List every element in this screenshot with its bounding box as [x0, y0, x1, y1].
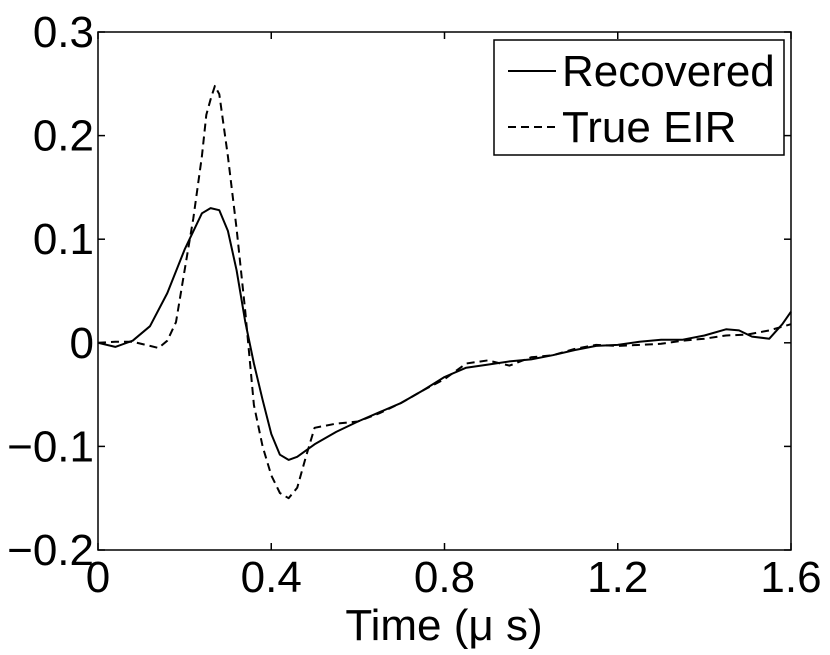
x-tick-label: 1.6 [760, 553, 821, 602]
legend-box [493, 39, 785, 156]
y-tick-label: 0.2 [33, 112, 94, 161]
x-tick-label: 1.2 [587, 553, 648, 602]
y-tick-label: −0.2 [7, 526, 94, 575]
axis-ticks [97, 31, 792, 551]
y-tick-label: 0.3 [33, 8, 94, 57]
x-tick-label: 0.8 [414, 553, 475, 602]
legend-label-true-eir: True EIR [562, 103, 736, 152]
axis-tick-labels: 0 0.4 0.8 1.2 1.6 −0.2 −0.1 0 0.1 0.2 0.3 [7, 8, 821, 602]
x-axis-label: Time (μ s) [345, 601, 542, 650]
series-layer [97, 84, 792, 500]
legend: Recovered True EIR [493, 39, 785, 156]
y-tick-label: −0.1 [7, 422, 94, 471]
legend-label-recovered: Recovered [562, 47, 775, 96]
y-tick-label: 0.1 [33, 215, 94, 264]
y-tick-label: 0 [70, 319, 94, 368]
x-tick-label: 0 [86, 553, 110, 602]
series-line-true-eir [97, 84, 792, 500]
x-tick-label: 0.4 [241, 553, 302, 602]
